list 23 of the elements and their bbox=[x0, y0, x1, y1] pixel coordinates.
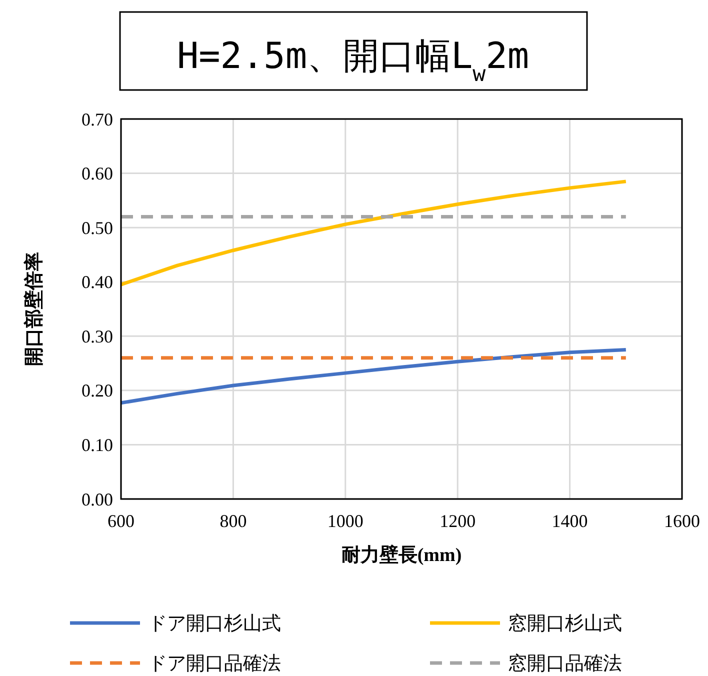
chart-title: H=2.5m、開口幅L$_{w}$2m bbox=[176, 36, 530, 86]
y-tick-label: 0.10 bbox=[82, 435, 113, 456]
y-tick-label: 0.60 bbox=[82, 164, 113, 184]
legend-label: 窓開口品確法 bbox=[508, 652, 622, 675]
legend-label: ドア開口品確法 bbox=[148, 654, 281, 675]
x-tick-label: 1600 bbox=[664, 511, 700, 531]
x-tick-label: 1000 bbox=[327, 511, 364, 531]
legend-label: 窓開口杉山式 bbox=[508, 612, 622, 635]
x-tick-label: 800 bbox=[220, 511, 247, 531]
y-tick-label: 0.50 bbox=[82, 218, 113, 238]
x-axis-title: 耐力壁長(mm) bbox=[341, 544, 462, 566]
x-tick-label: 600 bbox=[108, 511, 134, 531]
y-tick-label: 0.40 bbox=[82, 272, 113, 292]
y-tick-label: 0.20 bbox=[82, 380, 113, 401]
line-series bbox=[119, 180, 628, 286]
legend-label: ドア開口杉山式 bbox=[148, 614, 281, 635]
x-tick-label: 1400 bbox=[552, 511, 588, 531]
y-axis-title: 開口部壁倍率 bbox=[23, 252, 45, 366]
y-tick-label: 0.70 bbox=[82, 109, 113, 130]
line-series bbox=[119, 348, 628, 405]
y-tick-label: 0.00 bbox=[82, 489, 113, 510]
x-tick-label: 1200 bbox=[440, 511, 476, 531]
y-tick-label: 0.30 bbox=[82, 326, 113, 346]
